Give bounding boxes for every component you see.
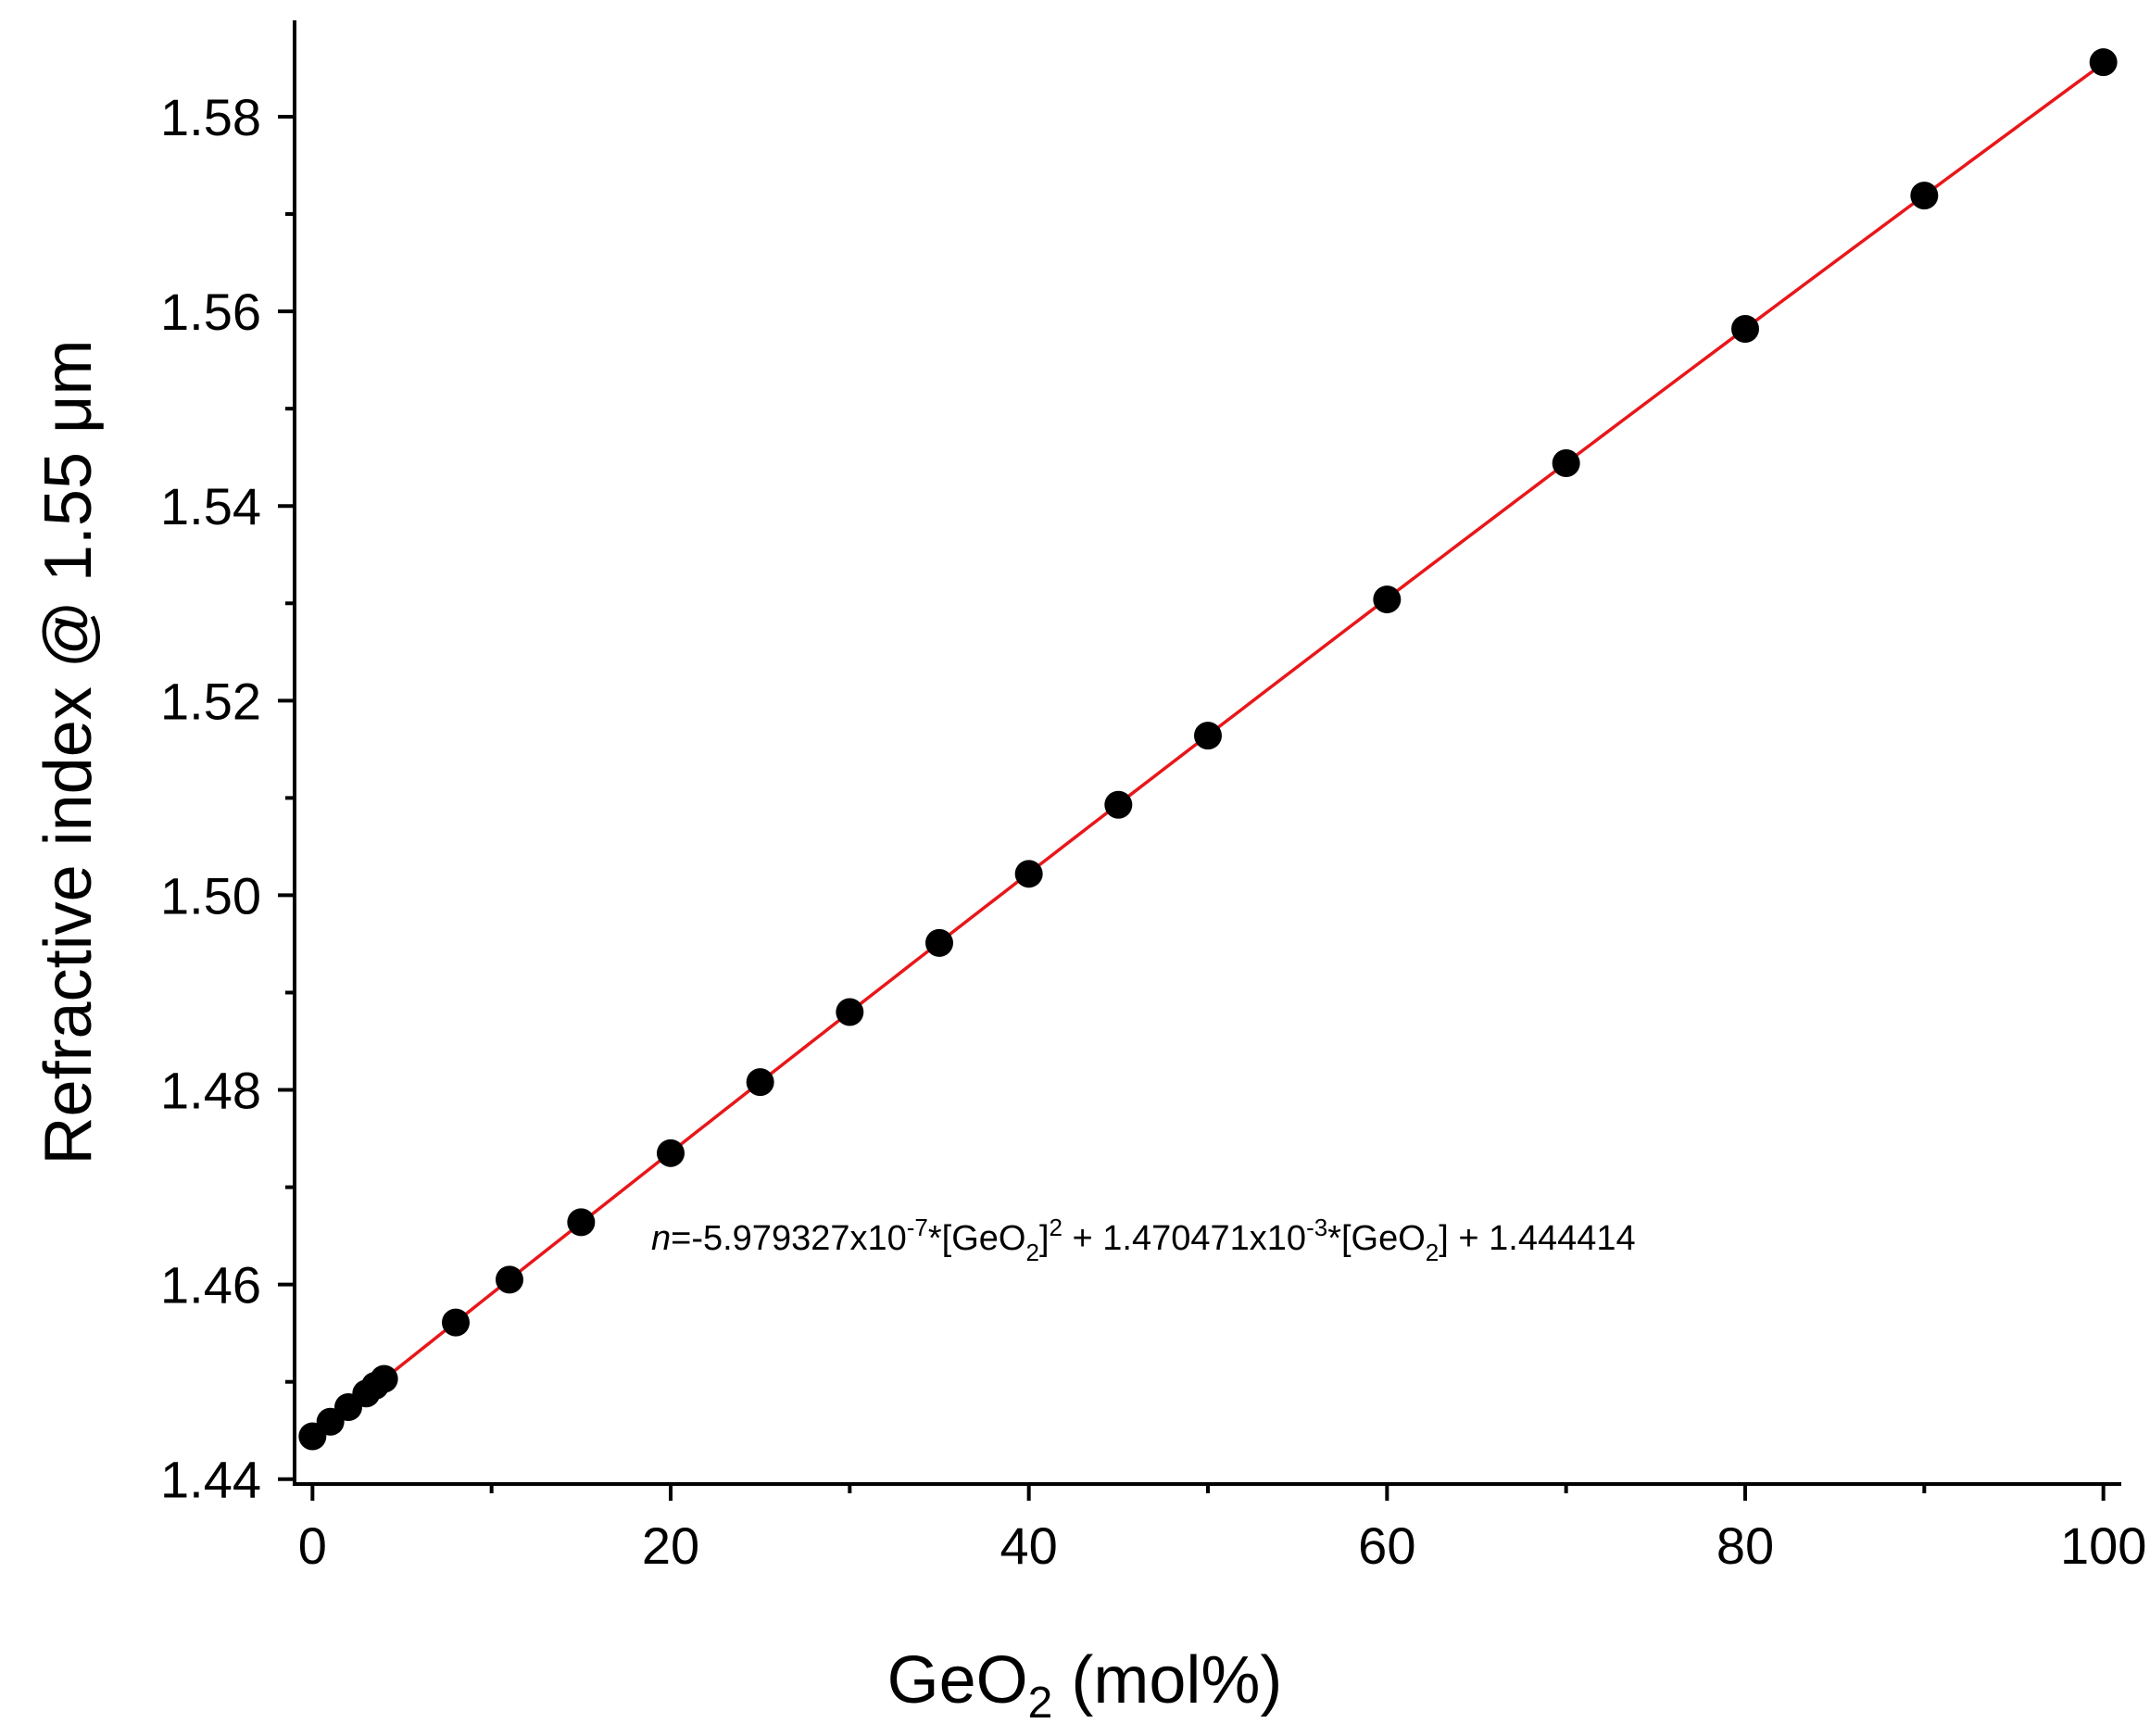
- data-point: [370, 1365, 398, 1393]
- data-point: [1104, 790, 1133, 819]
- data-point: [925, 928, 953, 957]
- ticks: 0 20 40 60 80 100 1.44 1.46 1.48 1.50 1.52 1.54 1.56…: [160, 88, 2146, 1575]
- data-point: [1194, 722, 1222, 750]
- x-tick-label: 80: [1716, 1516, 1774, 1575]
- data-point: [567, 1208, 596, 1237]
- y-tick-label: 1.48: [160, 1062, 261, 1120]
- y-tick-label: 1.52: [160, 672, 261, 730]
- data-point: [657, 1138, 685, 1167]
- data-point: [1552, 448, 1580, 477]
- x-tick-label: 60: [1358, 1516, 1415, 1575]
- fit-equation-annotation: n=-5.979327x10-7*[GeO2]2 + 1.470471x10-3…: [651, 1214, 1636, 1266]
- x-tick-label: 0: [298, 1516, 327, 1575]
- y-tick-label: 1.50: [160, 866, 261, 925]
- data-point: [442, 1308, 470, 1337]
- data-point: [1373, 585, 1402, 614]
- y-axis-title: Refractive index @ 1.55 μm: [31, 340, 106, 1165]
- x-tick-label: 20: [642, 1516, 699, 1575]
- data-points: [298, 48, 2118, 1451]
- data-point: [836, 998, 864, 1026]
- axes: [293, 20, 2121, 1486]
- data-point: [496, 1265, 523, 1294]
- x-tick-label: 40: [1000, 1516, 1058, 1575]
- data-point: [1910, 182, 1939, 210]
- data-point: [746, 1068, 774, 1097]
- x-tick-label: 100: [2060, 1516, 2146, 1575]
- data-point: [2089, 48, 2118, 77]
- data-point: [1014, 860, 1043, 888]
- y-tick-label: 1.58: [160, 88, 261, 146]
- y-tick-label: 1.54: [160, 477, 261, 535]
- y-tick-label: 1.56: [160, 283, 261, 341]
- x-axis-title: GeO2 (mol%): [887, 1643, 1283, 1728]
- y-tick-label: 1.44: [160, 1451, 261, 1509]
- y-tick-label: 1.46: [160, 1256, 261, 1315]
- data-point: [1731, 315, 1759, 344]
